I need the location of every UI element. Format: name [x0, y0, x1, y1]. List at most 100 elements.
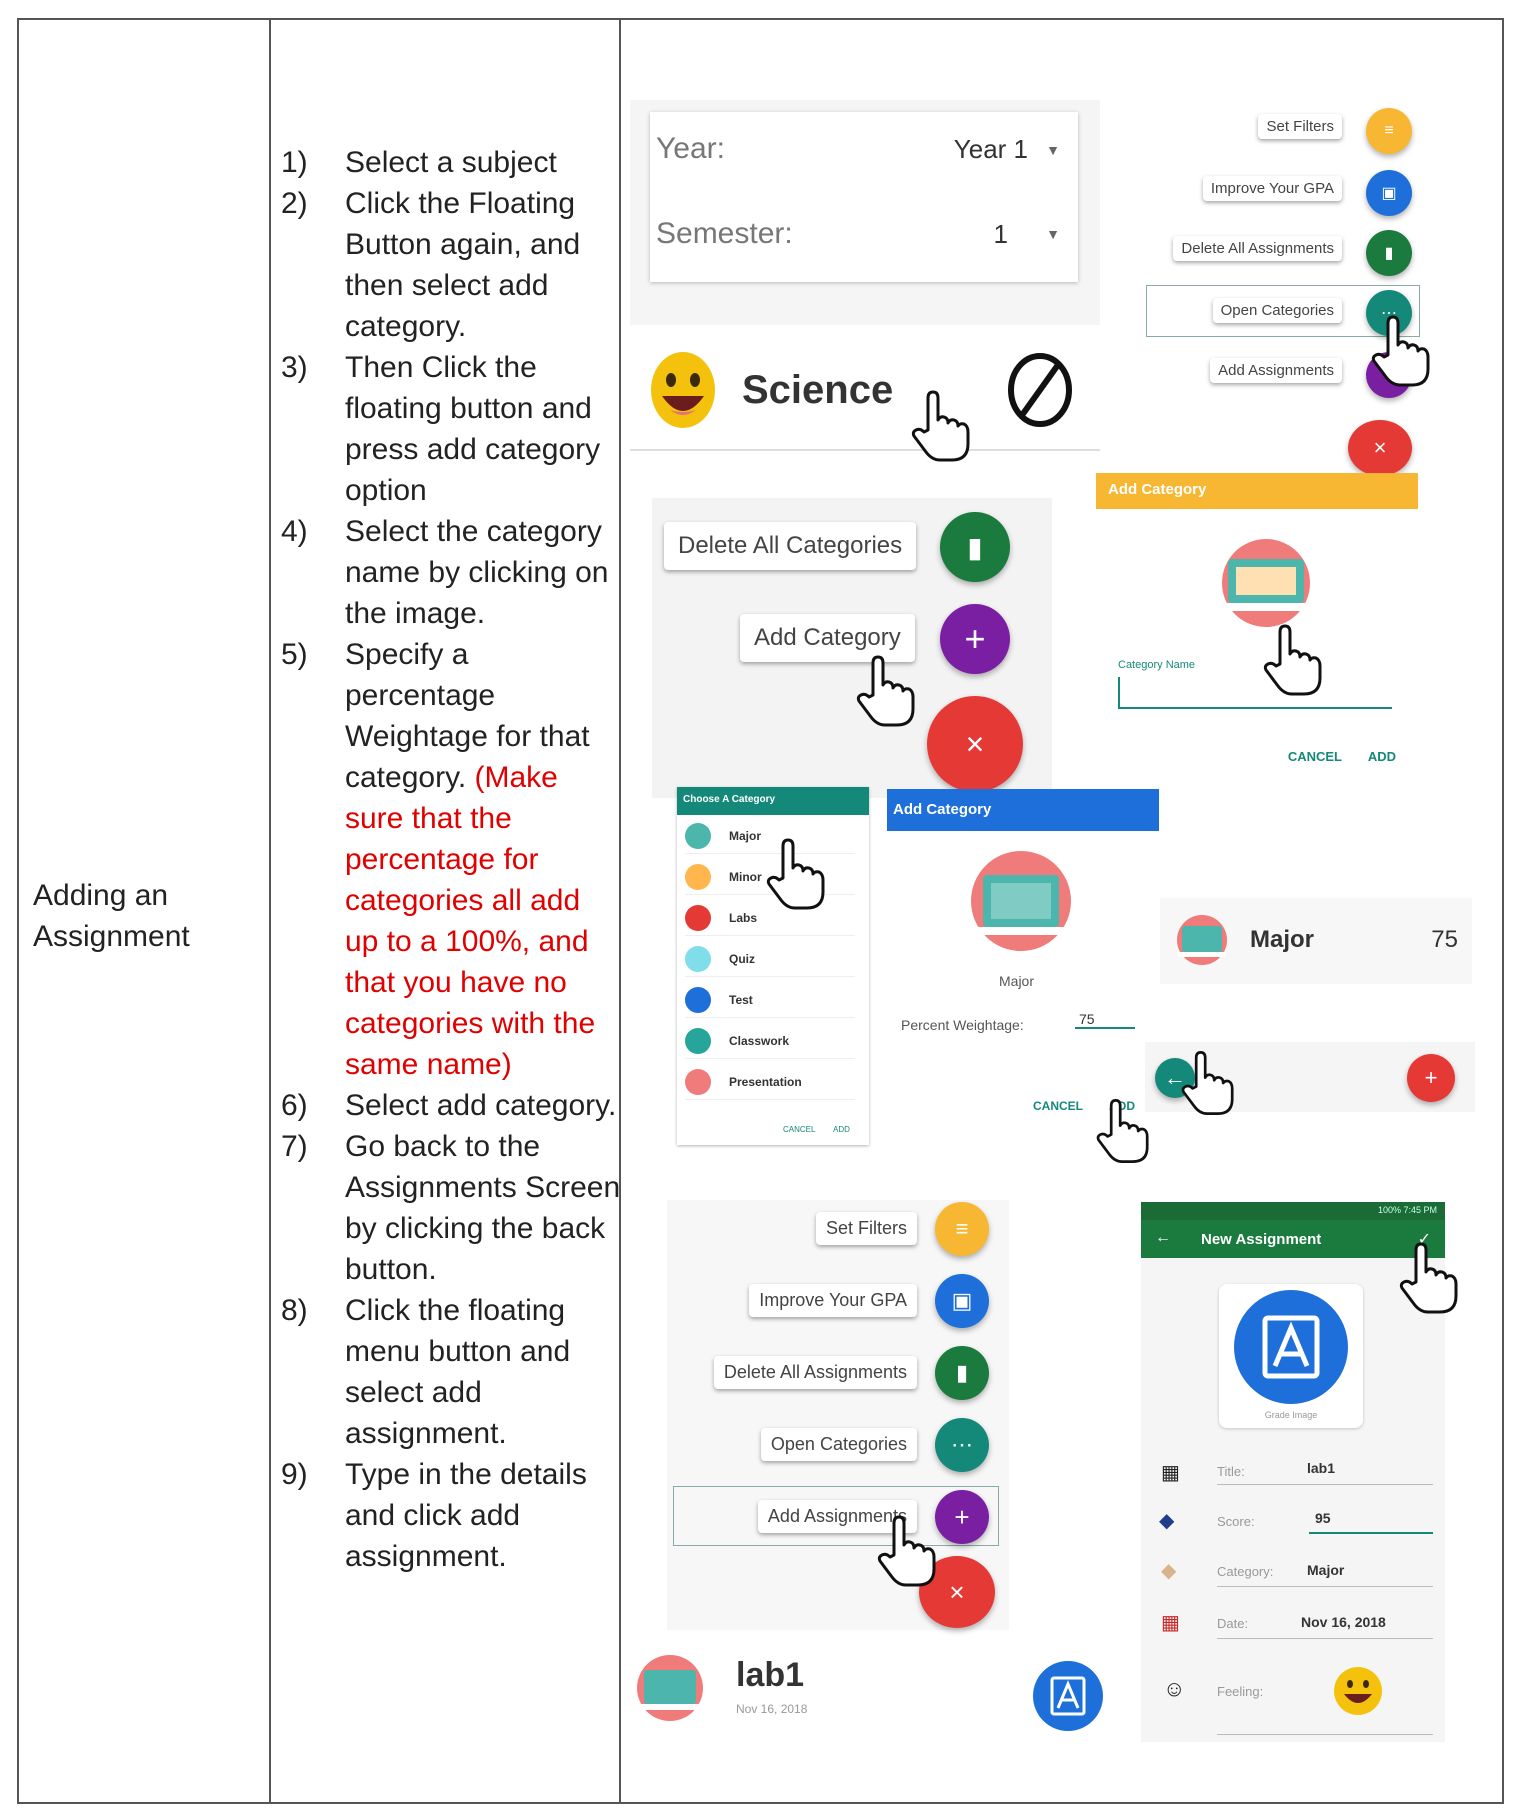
- open-categories-button[interactable]: Open Categories: [760, 1428, 917, 1461]
- happy-face-icon: [650, 350, 716, 435]
- add-fab-icon[interactable]: +: [1407, 1054, 1455, 1102]
- add-button[interactable]: ADD: [1367, 749, 1396, 764]
- grid-icon[interactable]: ⋯: [1366, 290, 1412, 336]
- trash-icon[interactable]: ▮: [940, 512, 1010, 582]
- step-item: 9) Type in the details and click add assi…: [281, 1458, 587, 1573]
- pointer-hand-icon: [855, 655, 915, 727]
- step-item: 5) Specify a percentage Weightage for tha…: [281, 638, 596, 1081]
- trash-icon[interactable]: ▮: [1366, 230, 1412, 276]
- category-weight: 75: [1431, 926, 1458, 953]
- add-button[interactable]: ADD: [833, 1125, 850, 1134]
- semester-label: Semester:: [656, 217, 793, 250]
- category-name: Major: [1250, 926, 1315, 953]
- selection-highlight: [673, 1486, 999, 1546]
- add-category-button[interactable]: Add Category: [740, 614, 915, 662]
- delete-all-categories-button[interactable]: Delete All Categories: [664, 522, 917, 570]
- score-badge-icon: ◆: [1159, 1510, 1175, 1532]
- delete-all-assignments-button[interactable]: Delete All Assignments: [1173, 236, 1342, 261]
- subject-row-screenshot: Science: [630, 330, 1100, 455]
- app-bar: ← New Assignment ✓: [1141, 1220, 1445, 1258]
- cancel-button[interactable]: CANCEL: [1287, 749, 1342, 764]
- grade-image-card[interactable]: Grade Image: [1219, 1284, 1363, 1428]
- close-fab-icon[interactable]: ×: [927, 696, 1023, 792]
- filter-icon[interactable]: ≡: [1366, 108, 1412, 154]
- category-select[interactable]: Major: [1307, 1562, 1345, 1578]
- status-bar: 100% 7:45 PM: [1141, 1202, 1445, 1220]
- category-image-icon[interactable]: [1206, 533, 1326, 634]
- pointer-hand-icon: [765, 838, 825, 910]
- back-arrow-icon[interactable]: ←: [1155, 1058, 1195, 1098]
- grade-a-icon[interactable]: [1032, 1660, 1104, 1737]
- category-list-item[interactable]: Test: [685, 985, 855, 1018]
- camera-icon[interactable]: ▣: [935, 1274, 989, 1328]
- semester-select[interactable]: 1: [993, 219, 1008, 249]
- fab-menu-screenshot-2: Set Filters ≡ Improve Your GPA ▣ Delete …: [667, 1200, 1009, 1630]
- row-title: Adding an Assignment: [33, 879, 190, 953]
- delete-all-assignments-button[interactable]: Delete All Assignments: [713, 1356, 917, 1389]
- screen-title: New Assignment: [1201, 1231, 1322, 1248]
- dialog-header: Add Category: [1096, 473, 1418, 509]
- back-arrow-icon[interactable]: ←: [1155, 1229, 1171, 1246]
- pointer-hand-icon: [1180, 1050, 1234, 1116]
- step-item: 6) Select add category.: [281, 1089, 617, 1122]
- category-thumbnail-icon: [685, 987, 711, 1013]
- dialog-header: Add Category: [887, 789, 1159, 831]
- add-icon[interactable]: +: [935, 1490, 989, 1544]
- assignment-title[interactable]: lab1: [736, 1656, 805, 1694]
- set-filters-button[interactable]: Set Filters: [1258, 114, 1342, 139]
- pointer-hand-icon: [876, 1515, 936, 1587]
- tag-icon: ◆: [1161, 1560, 1177, 1582]
- category-list-item[interactable]: Labs: [685, 903, 855, 936]
- dropdown-arrow-icon[interactable]: ▼: [1046, 226, 1060, 242]
- add-assignments-button[interactable]: Add Assignments: [1210, 358, 1342, 383]
- step-item: 8) Click the floating menu button and sel…: [281, 1294, 571, 1450]
- improve-gpa-button[interactable]: Improve Your GPA: [749, 1284, 917, 1317]
- subject-name[interactable]: Science: [742, 368, 894, 412]
- step-item: 1) Select a subject: [281, 146, 557, 179]
- category-list-item[interactable]: Quiz: [685, 944, 855, 977]
- trash-icon[interactable]: ▮: [935, 1346, 989, 1400]
- open-categories-button[interactable]: Open Categories: [1212, 298, 1342, 323]
- grade-image-label: Grade Image: [1264, 1410, 1318, 1420]
- major-category-icon[interactable]: [969, 849, 1073, 958]
- filter-icon[interactable]: ≡: [935, 1202, 989, 1256]
- add-icon[interactable]: +: [940, 604, 1010, 674]
- category-list-item[interactable]: Classwork: [685, 1026, 855, 1059]
- category-name: Minor: [729, 870, 762, 884]
- happy-face-icon[interactable]: [1333, 1666, 1383, 1721]
- category-label: Category:: [1217, 1564, 1274, 1579]
- year-select[interactable]: Year 1: [953, 134, 1028, 164]
- set-filters-button[interactable]: Set Filters: [815, 1212, 917, 1245]
- close-fab-icon[interactable]: ×: [1348, 420, 1412, 476]
- percent-weightage-input[interactable]: 75: [1075, 1011, 1135, 1029]
- add-assignments-button[interactable]: Add Assignments: [757, 1500, 917, 1533]
- step-item: 7) Go back to the Assignments Screen by c…: [281, 1130, 621, 1286]
- improve-gpa-button[interactable]: Improve Your GPA: [1202, 176, 1342, 201]
- title-input[interactable]: lab1: [1307, 1460, 1336, 1476]
- step-item: 4) Select the category name by clicking o…: [281, 515, 609, 630]
- divider: [1217, 1638, 1433, 1639]
- category-thumbnail-icon: [685, 864, 711, 890]
- dialog-title: Choose A Category: [683, 794, 776, 805]
- percent-weightage-label: Percent Weightage:: [901, 1017, 1024, 1033]
- grid-icon[interactable]: ⋯: [935, 1418, 989, 1472]
- dialog-title: Add Category: [893, 801, 992, 818]
- category-menu-screenshot: Delete All Categories ▮ Add Category + ×: [652, 498, 1052, 798]
- pointer-hand-icon: [1398, 1242, 1458, 1314]
- block-icon[interactable]: [1005, 350, 1075, 435]
- cancel-button[interactable]: CANCEL: [1033, 1099, 1083, 1113]
- dropdown-arrow-icon[interactable]: ▼: [1046, 142, 1060, 158]
- score-input[interactable]: 95: [1315, 1510, 1331, 1526]
- major-row-screenshot: Major 75: [1160, 898, 1472, 984]
- category-name: Presentation: [729, 1075, 802, 1089]
- cancel-button[interactable]: CANCEL: [783, 1125, 816, 1134]
- category-list-item[interactable]: Major: [685, 821, 855, 854]
- category-name-input[interactable]: [1118, 677, 1392, 709]
- category-list-item[interactable]: Minor: [685, 862, 855, 895]
- camera-icon[interactable]: ▣: [1366, 170, 1412, 216]
- title-label: Title:: [1217, 1464, 1245, 1479]
- assignment-row-screenshot: lab1 Nov 16, 2018: [630, 1638, 1110, 1748]
- category-thumbnail-icon: [685, 905, 711, 931]
- date-picker[interactable]: Nov 16, 2018: [1301, 1614, 1386, 1630]
- category-list-item[interactable]: Presentation: [685, 1067, 855, 1100]
